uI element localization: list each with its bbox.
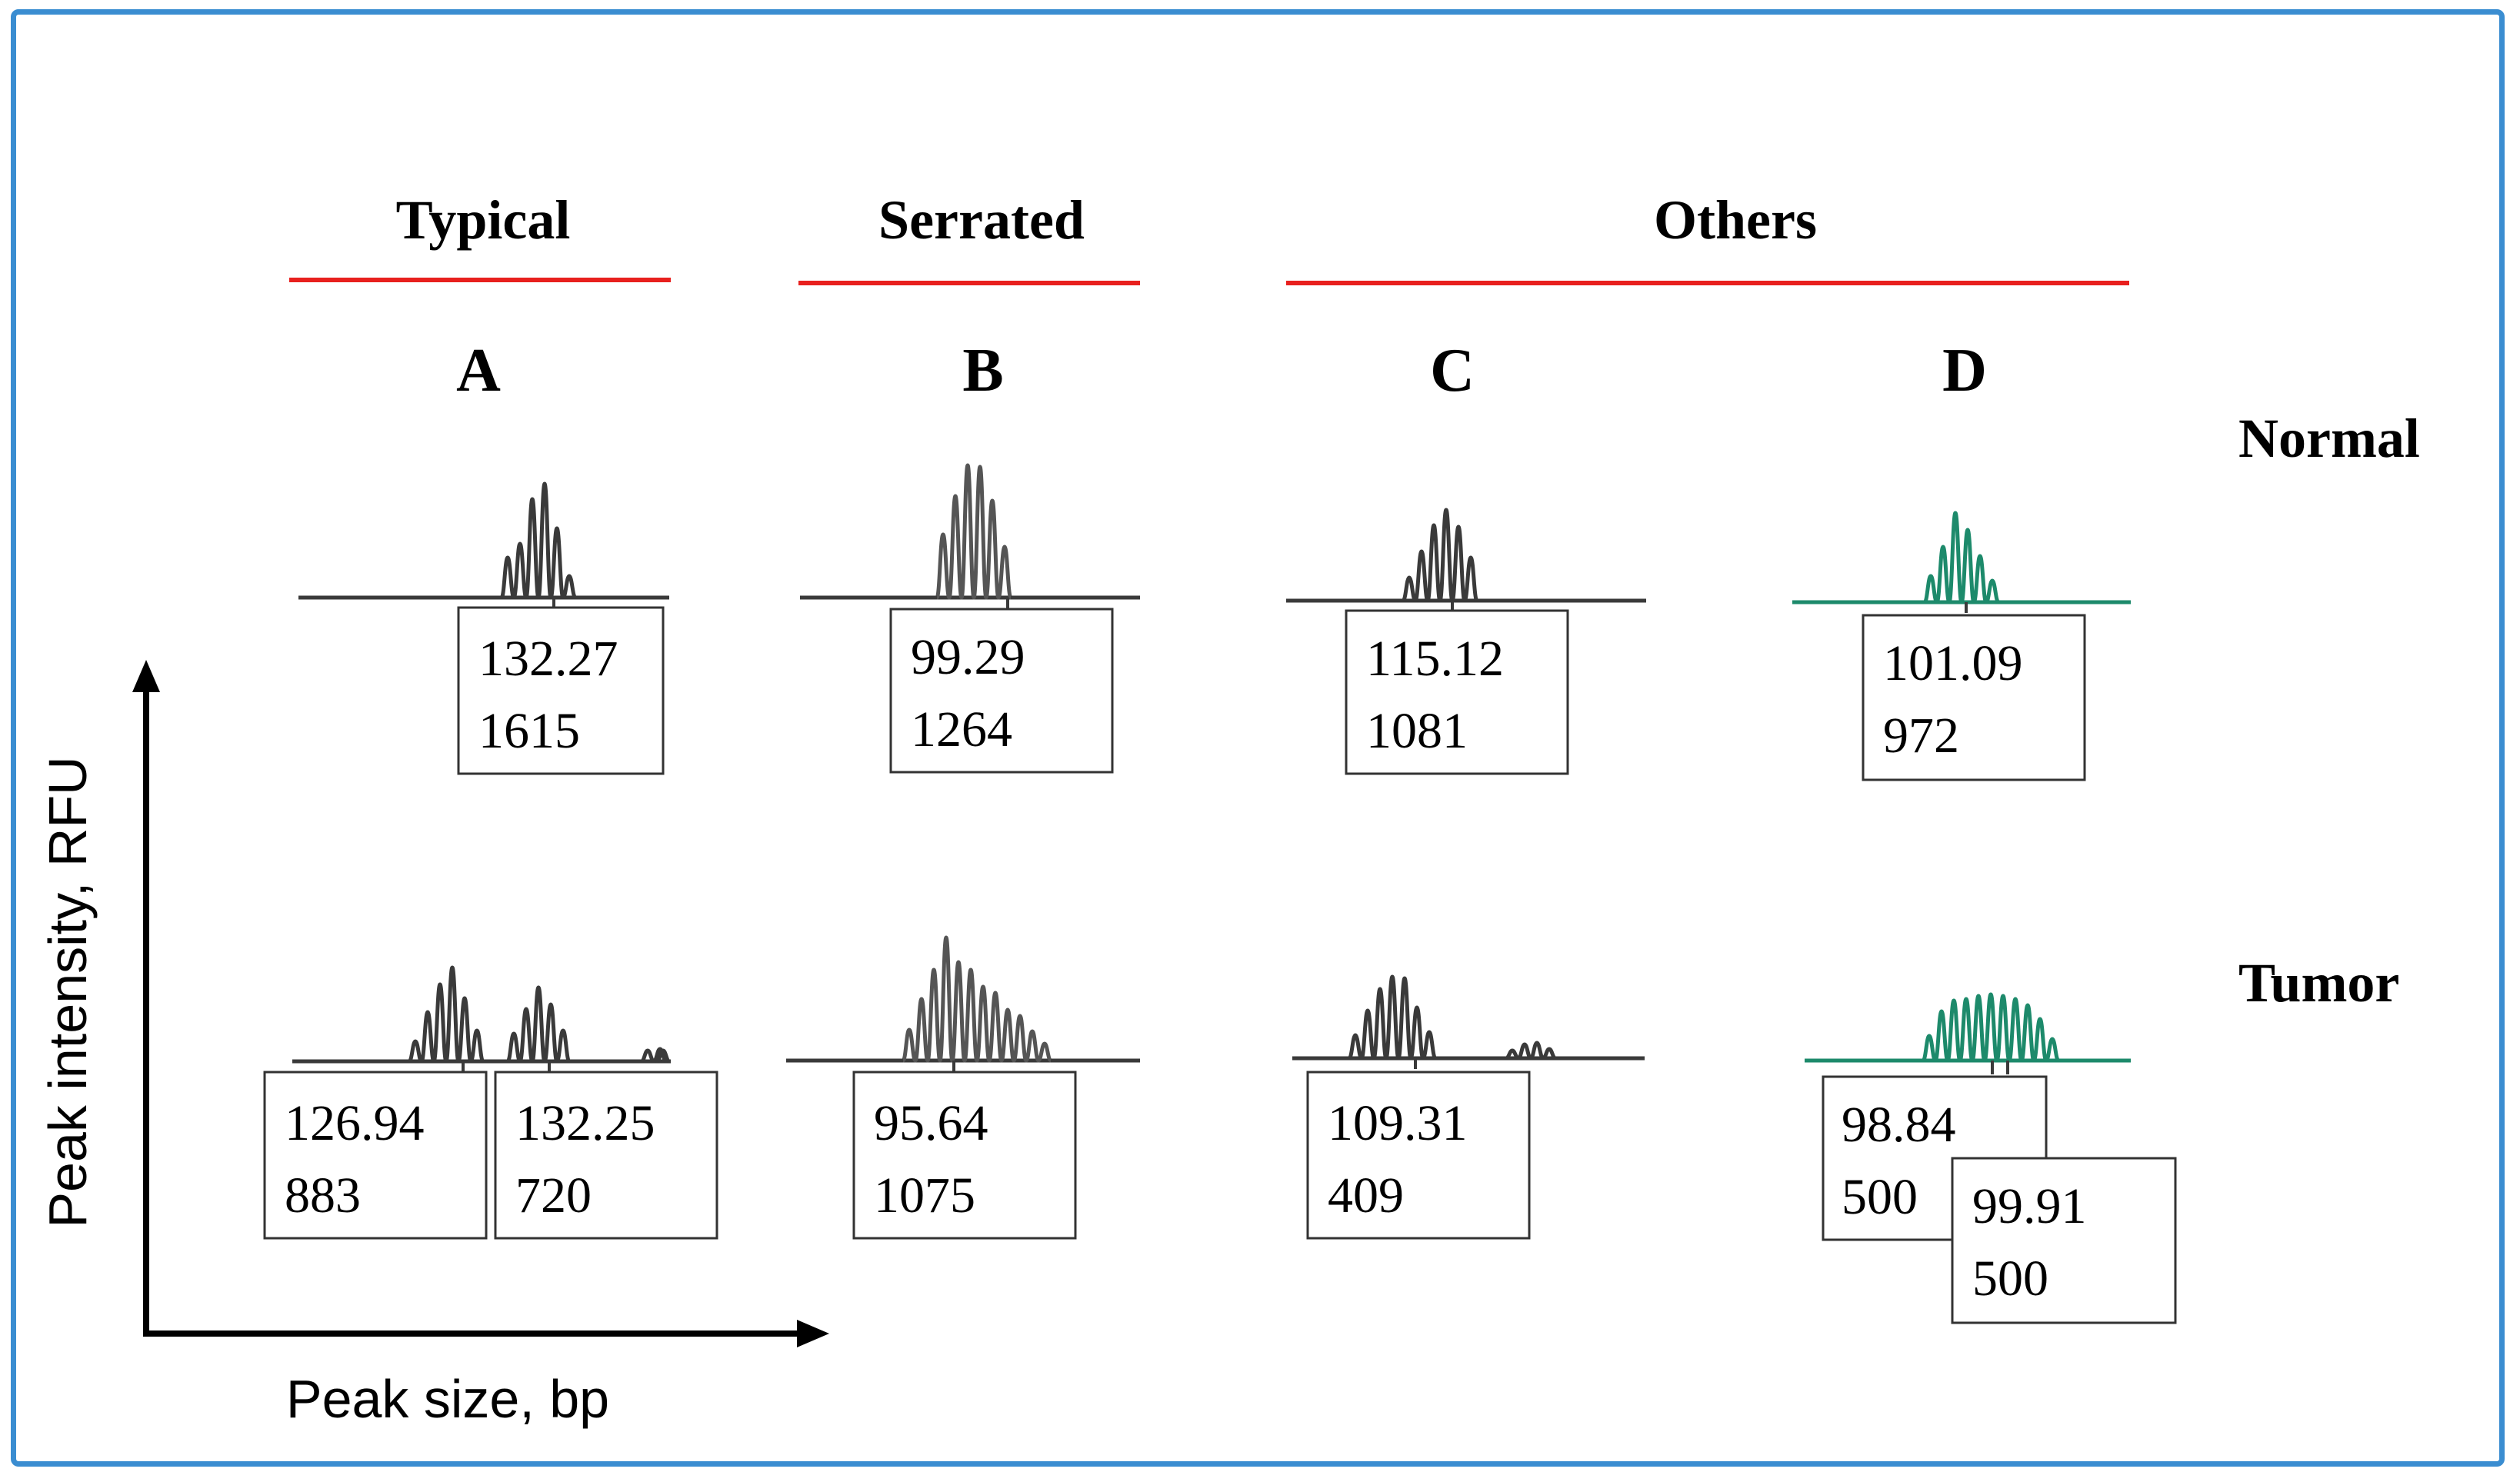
trace-peaks [1921, 992, 2061, 1063]
peak-box-frame [1951, 1157, 2177, 1324]
trace-tumor-d [1805, 992, 2131, 1074]
peak-size: 95.64 [874, 1095, 988, 1151]
trace-normal-d [1792, 511, 2131, 613]
peak-height: 500 [1842, 1169, 1918, 1225]
trace-tumor-b [786, 935, 1140, 1071]
peak-box-frame [852, 1071, 1077, 1240]
peak-box-frame [1345, 609, 1569, 775]
peak-size: 101.09 [1883, 635, 2023, 691]
peak-box-frame [1862, 614, 2086, 781]
column-label-d: D [1942, 337, 1987, 405]
y-axis-label: Peak intensity, RFU [38, 756, 98, 1227]
trace-normal-a [298, 481, 669, 608]
peak-box-tumor-b: 95.64 1075 [852, 1071, 1077, 1240]
trace-normal-c [1286, 508, 1646, 611]
peak-height: 500 [1972, 1251, 2048, 1307]
peak-size: 115.12 [1366, 631, 1504, 687]
peak-box-tumor-a-1: 126.94 883 [263, 1071, 488, 1240]
trace-peaks [1401, 508, 1479, 603]
x-axis-arrowhead [797, 1320, 829, 1347]
x-axis-label: Peak size, bp [286, 1369, 609, 1429]
peak-height: 720 [515, 1167, 592, 1224]
group-label-others: Others [1654, 189, 1817, 251]
column-label-b: B [962, 337, 1003, 405]
peak-box-tumor-c: 109.31 409 [1306, 1071, 1531, 1240]
peak-height: 883 [285, 1167, 361, 1224]
peak-height: 1081 [1366, 703, 1468, 759]
peak-box-tumor-a-2: 132.25 720 [494, 1071, 718, 1240]
peak-size: 99.29 [911, 629, 1025, 685]
peak-size: 98.84 [1842, 1097, 1956, 1153]
peak-height: 409 [1328, 1167, 1404, 1224]
peak-size: 132.27 [478, 631, 618, 687]
peak-box-frame [494, 1071, 718, 1240]
peak-box-normal-b: 99.29 1264 [889, 608, 1114, 774]
peak-size: 132.25 [515, 1095, 655, 1151]
peak-box-tumor-d-2: 99.91 500 [1951, 1157, 2177, 1324]
peak-box-normal-a: 132.27 1615 [457, 606, 665, 775]
peak-height: 972 [1883, 708, 1959, 764]
peak-size: 99.91 [1972, 1178, 2087, 1234]
trace-peaks [1922, 511, 2001, 604]
column-label-a: A [456, 337, 501, 405]
group-label-serrated: Serrated [878, 189, 1085, 251]
peak-box-frame [457, 606, 665, 775]
trace-peaks [1347, 974, 1556, 1061]
peak-box-frame [889, 608, 1114, 774]
trace-peaks [935, 463, 1013, 600]
peak-height: 1615 [478, 703, 580, 759]
peak-box-normal-c: 115.12 1081 [1345, 609, 1569, 775]
peak-box-normal-d: 101.09 972 [1862, 614, 2086, 781]
peak-box-frame [1306, 1071, 1531, 1240]
y-axis-arrowhead [132, 660, 160, 692]
row-label-normal: Normal [2238, 408, 2420, 469]
column-label-c: C [1430, 337, 1475, 405]
group-label-typical: Typical [396, 189, 571, 251]
peak-size: 126.94 [285, 1095, 425, 1151]
trace-tumor-a [292, 965, 671, 1072]
row-label-tumor: Tumor [2238, 952, 2399, 1014]
peak-box-frame [263, 1071, 488, 1240]
trace-peaks [499, 481, 578, 600]
trace-peaks [407, 965, 671, 1064]
trace-normal-b [800, 463, 1140, 608]
trace-tumor-c [1292, 974, 1645, 1069]
peak-height: 1264 [911, 701, 1012, 758]
peak-height: 1075 [874, 1167, 975, 1224]
figure-frame [11, 9, 2505, 1467]
peak-size: 109.31 [1328, 1095, 1468, 1151]
trace-peaks [901, 935, 1053, 1063]
